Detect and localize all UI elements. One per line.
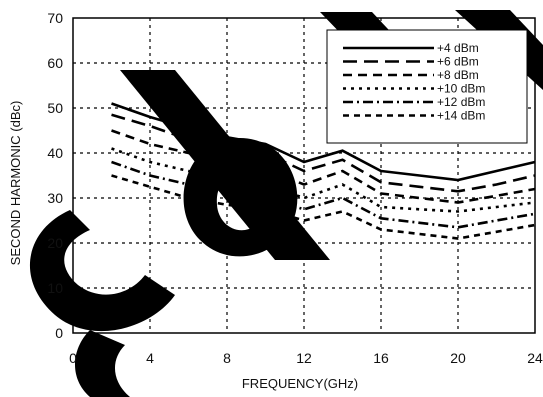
legend-label: +8 dBm: [437, 68, 479, 82]
y-tick-label: 50: [47, 100, 63, 116]
x-tick-labels: 0 4 8 12 16 20 24: [69, 350, 543, 366]
y-tick-label: 0: [55, 325, 63, 341]
x-tick-label: 16: [373, 350, 389, 366]
y-tick-label: 20: [47, 235, 63, 251]
legend: +4 dBm+6 dBm+8 dBm+10 dBm+12 dBm+14 dBm: [326, 29, 528, 144]
y-axis-label: SECOND HARMONIC (dBc): [8, 101, 23, 266]
x-tick-label: 8: [223, 350, 231, 366]
x-axis-label: FREQUENCY(GHz): [242, 376, 358, 391]
series-line: [111, 147, 536, 213]
series-line: [111, 160, 536, 229]
y-tick-label: 30: [47, 190, 63, 206]
plot-area: 0 4 8 12 16 20 24 0 10 20 30 40 50 60 70: [47, 10, 543, 366]
x-tick-label: 20: [450, 350, 466, 366]
legend-label: +6 dBm: [437, 55, 479, 69]
legend-items: +4 dBm+6 dBm+8 dBm+10 dBm+12 dBm+14 dBm: [343, 41, 485, 123]
x-tick-label: 24: [527, 350, 543, 366]
legend-label: +14 dBm: [437, 109, 485, 123]
series-line: [111, 174, 536, 240]
x-tick-label: 4: [146, 350, 154, 366]
legend-label: +10 dBm: [437, 82, 485, 96]
legend-label: +4 dBm: [437, 41, 479, 55]
series-layer: [111, 102, 536, 240]
x-tick-label: 12: [296, 350, 312, 366]
y-tick-label: 70: [47, 10, 63, 26]
series-line: [111, 102, 536, 182]
y-tick-label: 40: [47, 145, 63, 161]
legend-label: +12 dBm: [437, 95, 485, 109]
series-line: [111, 113, 536, 193]
y-tick-label: 10: [47, 280, 63, 296]
y-tick-labels: 0 10 20 30 40 50 60 70: [47, 10, 63, 341]
x-tick-label: 0: [69, 350, 77, 366]
y-tick-label: 60: [47, 55, 63, 71]
